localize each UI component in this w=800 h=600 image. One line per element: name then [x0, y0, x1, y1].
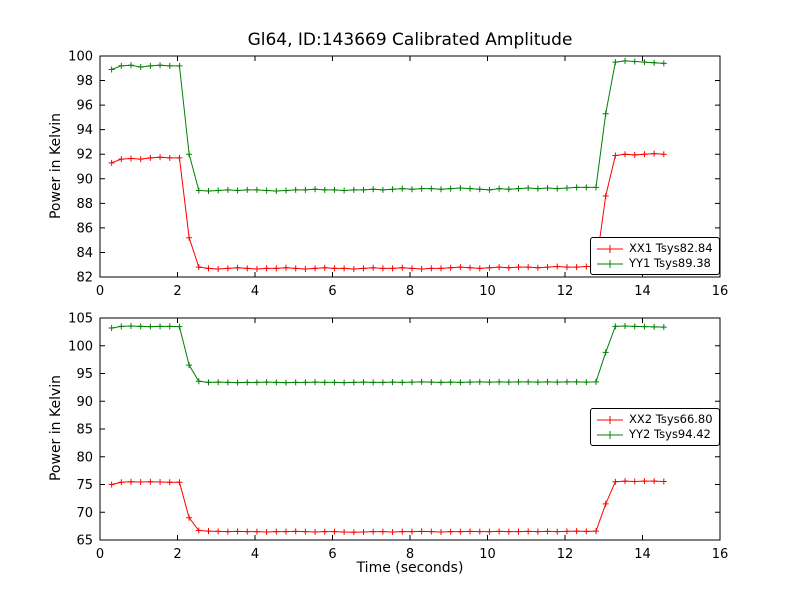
svg-text:85: 85 [76, 423, 93, 438]
svg-text:96: 96 [76, 99, 93, 114]
svg-text:16: 16 [712, 284, 729, 299]
legend-entry-xx1: XX1 Tsys82.84 [596, 241, 713, 256]
svg-text:6: 6 [328, 284, 336, 299]
svg-text:80: 80 [76, 450, 93, 465]
legend-entry-yy2: YY2 Tsys94.42 [596, 427, 713, 442]
svg-text:86: 86 [76, 221, 93, 236]
svg-text:10: 10 [479, 547, 496, 562]
svg-text:8: 8 [406, 547, 414, 562]
svg-text:12: 12 [557, 284, 574, 299]
svg-text:95: 95 [76, 367, 93, 382]
chart-title: Gl64, ID:143669 Calibrated Amplitude [247, 30, 573, 50]
svg-text:92: 92 [76, 148, 93, 163]
svg-text:90: 90 [76, 395, 93, 410]
svg-text:10: 10 [479, 284, 496, 299]
svg-text:90: 90 [76, 172, 93, 187]
svg-text:70: 70 [76, 506, 93, 521]
legend-line-yy2 [597, 430, 623, 439]
svg-text:4: 4 [251, 547, 259, 562]
svg-text:14: 14 [634, 284, 651, 299]
svg-text:82: 82 [76, 271, 93, 286]
y-axis-label-bottom: Power in Kelvin [48, 374, 64, 482]
svg-text:4: 4 [251, 284, 259, 299]
legend-label-xx2: XX2 Tsys66.80 [629, 412, 713, 426]
legend-line-xx1 [597, 244, 623, 253]
y-axis-label-top: Power in Kelvin [48, 112, 64, 220]
svg-text:100: 100 [68, 339, 93, 354]
legend-label-yy1: YY1 Tsys89.38 [629, 256, 711, 270]
svg-text:75: 75 [76, 478, 93, 493]
plot-area-0: 0 2 4 6 8 10 12 14 16 82 84 86 88 90 92 94 96 98 100 [68, 50, 728, 300]
svg-text:94: 94 [76, 123, 93, 138]
svg-text:0: 0 [96, 284, 104, 299]
svg-text:2: 2 [173, 547, 181, 562]
legend-top: XX1 Tsys82.84 YY1 Tsys89.38 [590, 237, 720, 275]
legend-line-xx2 [597, 415, 623, 424]
svg-text:16: 16 [712, 547, 729, 562]
legend-label-xx1: XX1 Tsys82.84 [629, 241, 713, 255]
svg-text:65: 65 [76, 534, 93, 549]
svg-text:100: 100 [68, 50, 93, 65]
svg-text:14: 14 [634, 547, 651, 562]
svg-text:0: 0 [96, 547, 104, 562]
svg-text:8: 8 [406, 284, 414, 299]
svg-text:6: 6 [328, 547, 336, 562]
svg-text:84: 84 [76, 246, 93, 261]
svg-text:2: 2 [173, 284, 181, 299]
legend-label-yy2: YY2 Tsys94.42 [629, 427, 711, 441]
legend-line-yy1 [597, 259, 623, 268]
plot-area-1: 0 2 4 6 8 10 12 14 16 65 70 75 80 85 90 95 100 105 [68, 312, 728, 563]
svg-text:98: 98 [76, 74, 93, 89]
svg-text:12: 12 [557, 547, 574, 562]
svg-text:105: 105 [68, 312, 93, 327]
x-axis-label: Time (seconds) [356, 560, 464, 576]
legend-bottom: XX2 Tsys66.80 YY2 Tsys94.42 [590, 408, 720, 446]
legend-entry-xx2: XX2 Tsys66.80 [596, 412, 713, 427]
svg-text:88: 88 [76, 197, 93, 212]
legend-entry-yy1: YY1 Tsys89.38 [596, 256, 713, 271]
